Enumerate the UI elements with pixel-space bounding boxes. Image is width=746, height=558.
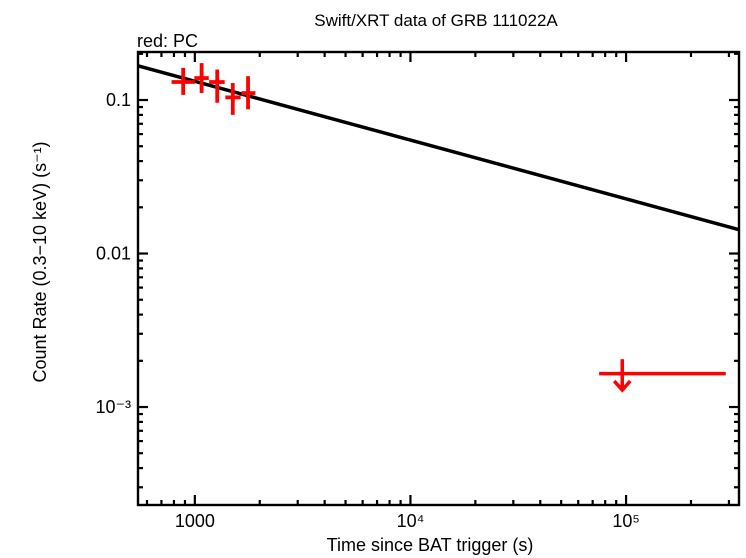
x-tick-label: 10⁴	[397, 511, 425, 531]
x-tick-label: 10⁵	[612, 511, 639, 531]
y-tick-label: 0.01	[96, 244, 131, 264]
x-axis-label: Time since BAT trigger (s)	[327, 535, 534, 555]
upper-limit-arrowhead-icon	[612, 379, 632, 393]
plot-frame	[136, 50, 741, 507]
y-axis-label: Count Rate (0.3−10 keV) (s⁻¹)	[30, 141, 50, 382]
plot-area: 1000 10⁴ 10⁵ 0.1 0.01 10⁻³	[95, 50, 741, 531]
y-tick-label: 0.1	[106, 90, 131, 110]
chart-title: Swift/XRT data of GRB 111022A	[314, 11, 558, 30]
legend-pc-label: red: PC	[137, 31, 198, 51]
fit-line	[137, 64, 740, 232]
x-tick-label: 1000	[175, 511, 215, 531]
y-tick-label: 10⁻³	[95, 397, 131, 417]
